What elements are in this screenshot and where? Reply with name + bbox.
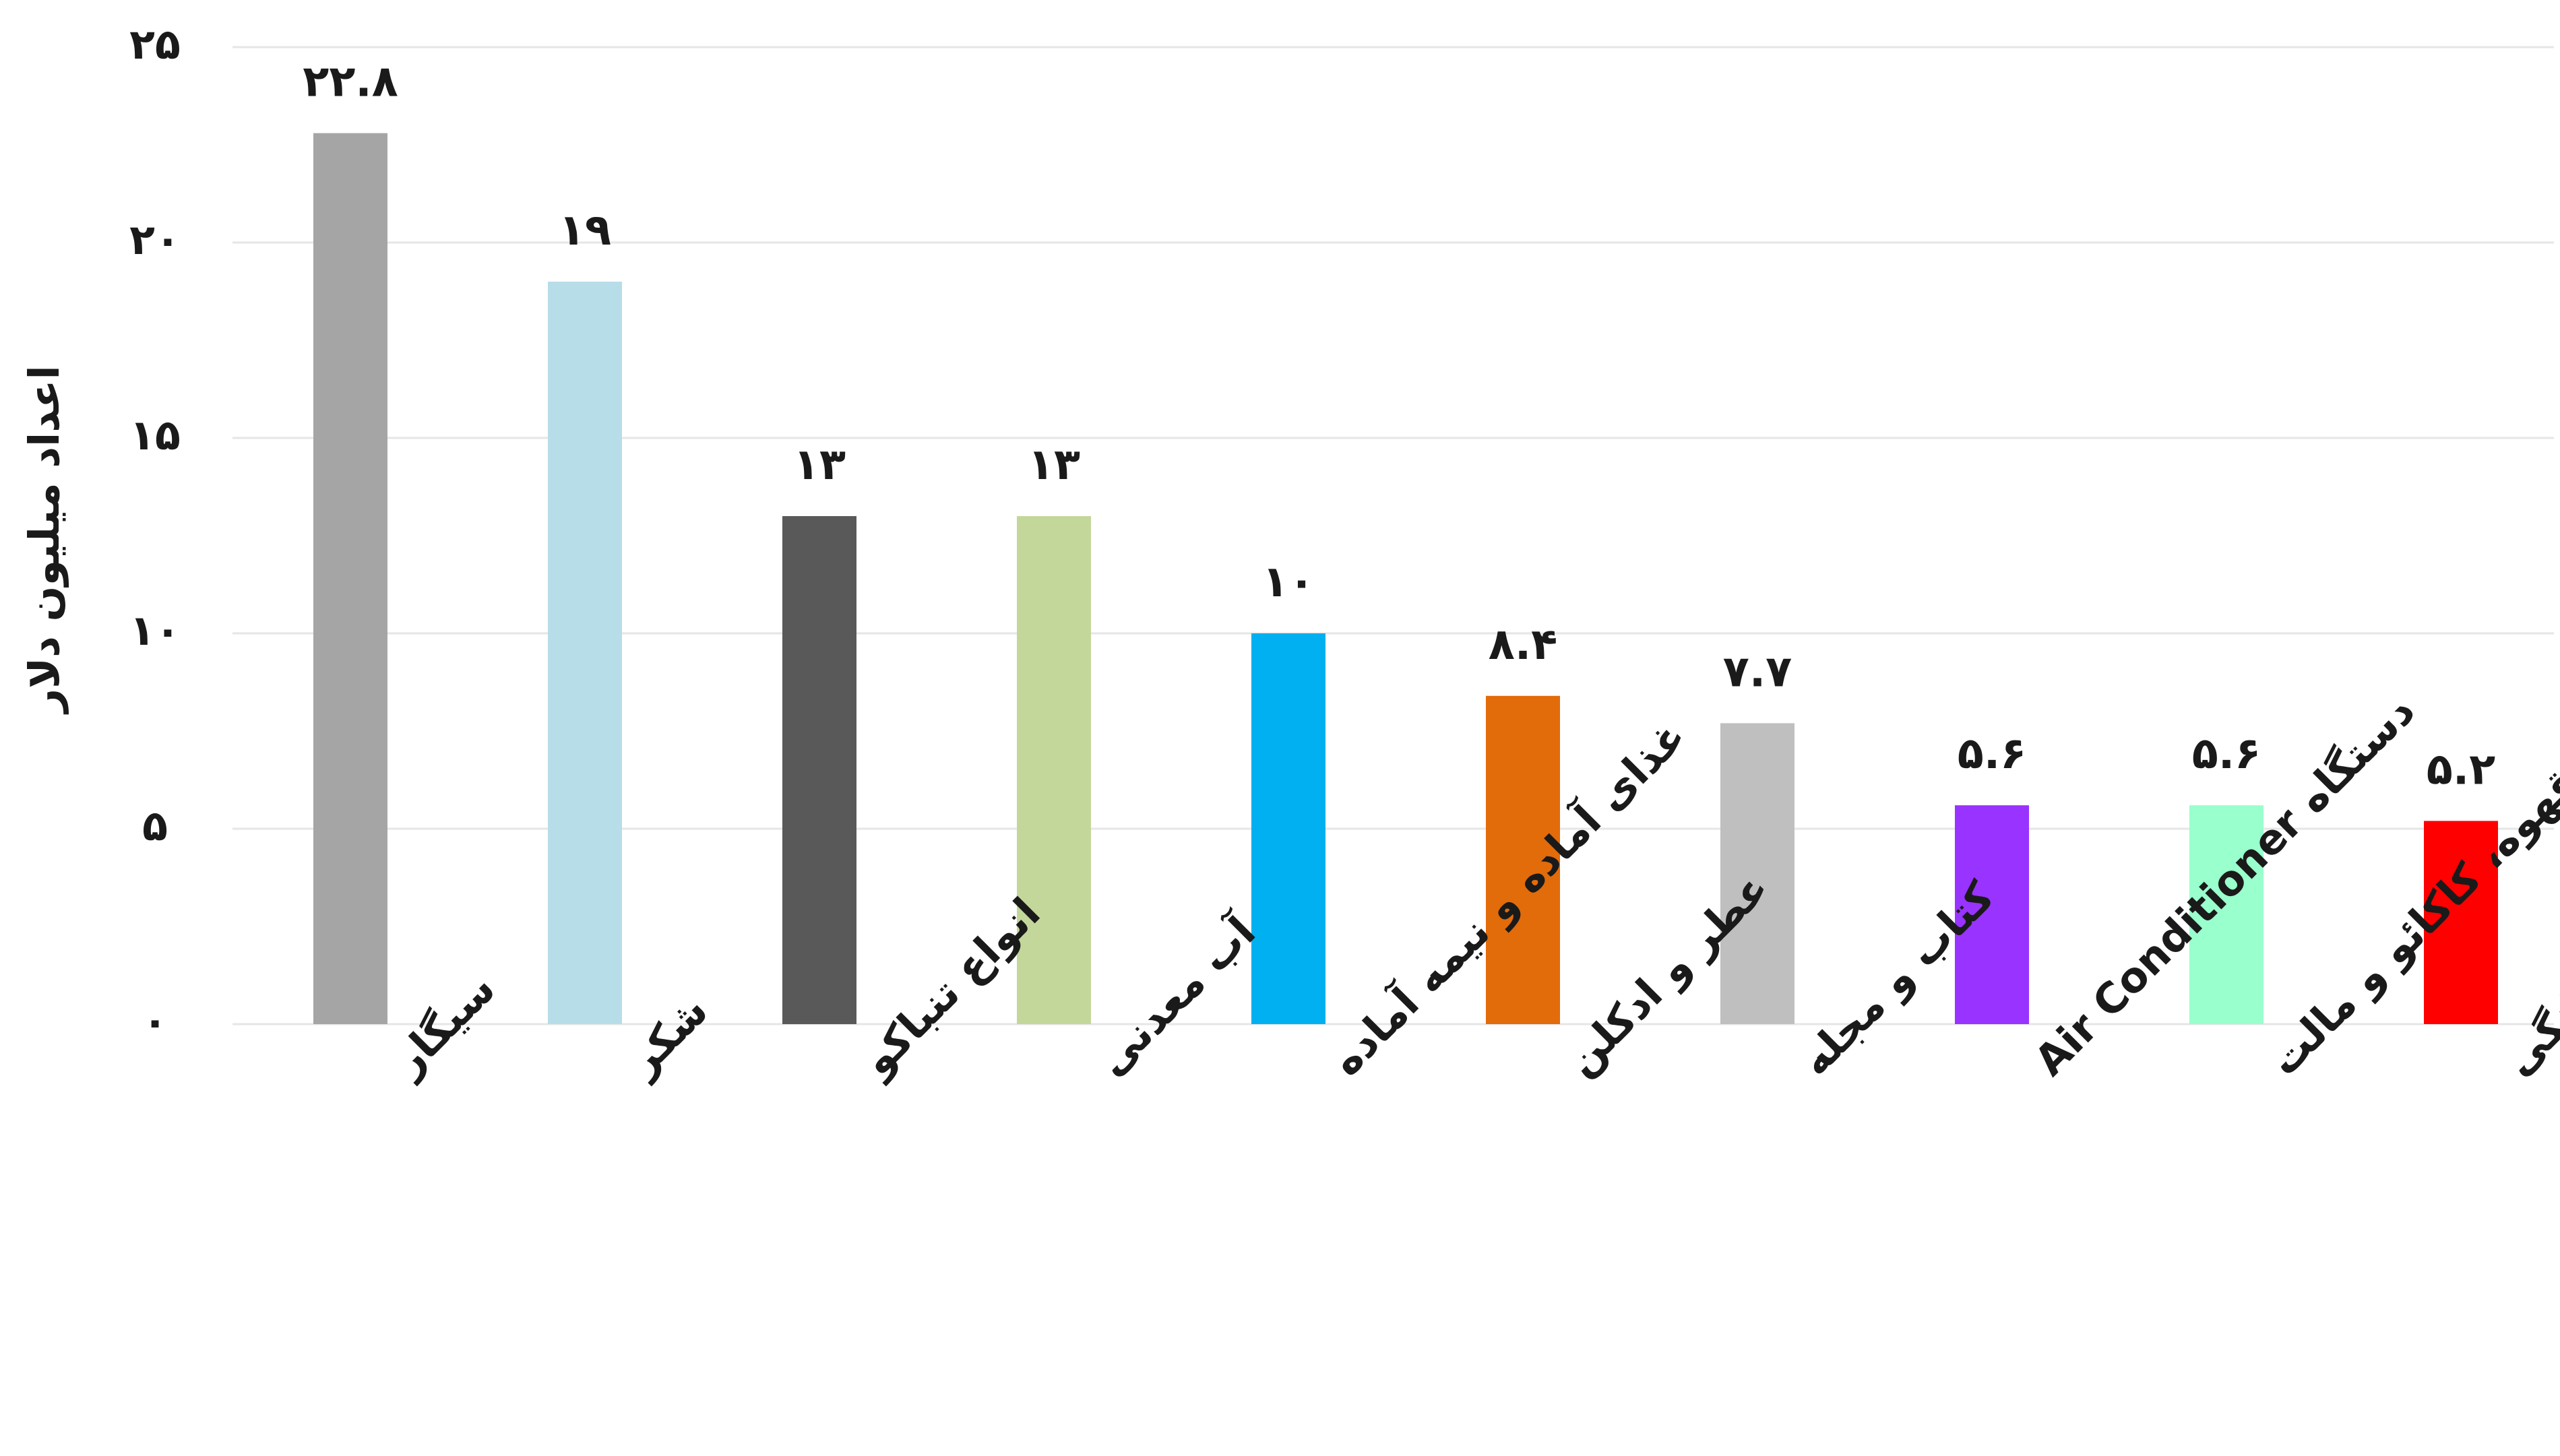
bar xyxy=(548,282,622,1024)
y-axis-title: اعداد میلیون دلار xyxy=(20,365,69,714)
bars xyxy=(313,133,2498,1025)
data-labels: ۲۲.۸ ۱۹ ۱۳ ۱۳ ۱۰ ۸.۴ ۷.۷ ۵.۶ ۵.۶ ۵.۲ xyxy=(303,57,2495,795)
bar xyxy=(1720,723,1794,1024)
y-tick-label: ۵ xyxy=(142,801,168,850)
bar xyxy=(1486,695,1560,1024)
bar xyxy=(2424,821,2498,1024)
y-tick-label: ۰ xyxy=(142,996,168,1046)
data-label: ۲۲.۸ xyxy=(303,57,398,107)
bar xyxy=(1251,633,1325,1024)
bar xyxy=(1955,805,2029,1024)
y-tick-label: ۲۰ xyxy=(129,215,181,264)
bar xyxy=(313,133,387,1025)
category-label: لوازم خانگی xyxy=(2494,871,2560,1085)
y-tick-label: ۱۵ xyxy=(129,410,181,460)
y-axis-ticks: ۰ ۵ ۱۰ ۱۵ ۲۰ ۲۵ xyxy=(129,20,181,1046)
category-label: شکر xyxy=(617,986,718,1087)
category-label: آب معدنی xyxy=(1086,906,1266,1085)
category-label: سیگار xyxy=(382,964,505,1087)
bar xyxy=(782,516,856,1024)
y-tick-label: ۱۰ xyxy=(129,606,181,655)
data-label: ۷.۷ xyxy=(1723,647,1792,697)
data-label: ۱۳ xyxy=(1028,440,1080,490)
data-label: ۱۹ xyxy=(559,205,611,255)
bar xyxy=(2189,805,2264,1024)
data-label: ۵.۶ xyxy=(1958,729,2026,779)
data-label: ۸.۴ xyxy=(1489,620,1557,670)
y-tick-label: ۲۵ xyxy=(129,20,181,69)
bar xyxy=(1017,516,1091,1024)
data-label: ۱۰ xyxy=(1262,557,1315,607)
data-label: ۵.۶ xyxy=(2192,729,2261,779)
data-label: ۱۳ xyxy=(793,440,846,490)
data-label: ۵.۲ xyxy=(2427,745,2495,794)
